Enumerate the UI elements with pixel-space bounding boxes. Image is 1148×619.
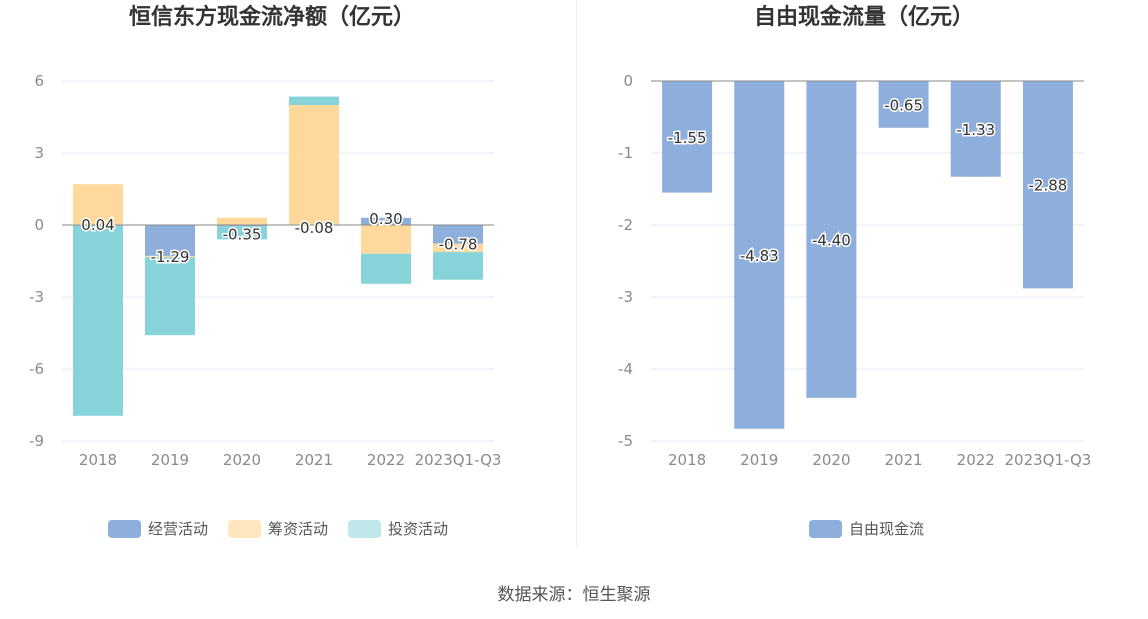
- bar-经营活动-2019: [145, 225, 195, 256]
- bar-筹资活动-2021: [289, 105, 339, 225]
- y-tick-label: 0: [623, 72, 633, 90]
- bar-自由现金流-2020: [806, 81, 857, 398]
- cash-flow-x-axis: 2018 2019 2020 2021 2022 2023Q1-Q3: [79, 451, 502, 469]
- bar-筹资活动-2023Q1-Q3: [433, 243, 483, 253]
- free-cash-flow-gridlines: [651, 152, 1084, 442]
- data-label: -4.83: [740, 247, 779, 265]
- x-tick-label: 2021: [884, 451, 922, 469]
- bar-筹资活动-2018: [73, 184, 123, 225]
- cash-flow-chart: 恒信东方现金流净额（亿元） 6 3 0 -3 -6 -9 0.04 -1.29 -0.35 -0…: [29, 4, 501, 538]
- y-tick-label: -1: [618, 144, 633, 162]
- free-cash-flow-x-axis: 2018 2019 2020 2021 2022 2023Q1-Q3: [668, 451, 1091, 469]
- data-label: -1.55: [668, 129, 707, 147]
- free-cash-flow-legend: 自由现金流: [809, 520, 924, 538]
- bar-自由现金流-2019: [734, 81, 785, 429]
- free-cash-flow-y-axis: 0 -1 -2 -3 -4 -5: [618, 72, 633, 450]
- bar-自由现金流-2021: [878, 81, 929, 128]
- x-tick-label: 2019: [740, 451, 778, 469]
- legend-label: 经营活动: [148, 520, 208, 538]
- free-cash-flow-bars: [662, 81, 1073, 429]
- bar-筹资活动-2022: [361, 225, 411, 254]
- legend-swatch: [228, 520, 261, 538]
- bar-投资活动-2019: [145, 257, 195, 336]
- chart-divider: [576, 0, 577, 548]
- bar-经营活动-2022: [361, 217, 411, 225]
- y-tick-label: -3: [29, 288, 44, 306]
- data-label: -0.35: [223, 225, 262, 243]
- legend-swatch: [348, 520, 381, 538]
- charts-canvas: 恒信东方现金流净额（亿元） 6 3 0 -3 -6 -9 0.04 -1.29 -0.35 -0…: [29, 4, 1091, 538]
- y-tick-label: 3: [34, 144, 44, 162]
- x-tick-label: 2023Q1-Q3: [1004, 451, 1091, 469]
- x-tick-label: 2020: [223, 451, 261, 469]
- cash-flow-y-axis: 6 3 0 -3 -6 -9: [29, 72, 44, 450]
- free-cash-flow-data-labels: -1.55 -4.83 -4.40 -0.65 -1.33 -2.88: [666, 95, 1069, 266]
- y-tick-label: 0: [34, 216, 44, 234]
- legend-label: 投资活动: [388, 520, 448, 538]
- cash-flow-gridlines: [62, 80, 494, 442]
- bar-投资活动-2021: [289, 96, 339, 105]
- data-label: -0.78: [439, 236, 478, 254]
- free-cash-flow-chart: 自由现金流量（亿元） 0 -1 -2 -3 -4 -5 -1.55 -4.83 -4.40 -0…: [618, 4, 1091, 538]
- cash-flow-bars: [73, 96, 483, 416]
- bar-自由现金流-2018: [662, 81, 713, 193]
- x-tick-label: 2022: [367, 451, 405, 469]
- bar-投资活动-2020: [217, 226, 267, 240]
- free-cash-flow-chart-title: 自由现金流量（亿元）: [754, 4, 974, 30]
- bar-经营活动-2020: [217, 225, 267, 227]
- data-label: -0.08: [295, 219, 334, 237]
- data-label: 0.30: [369, 210, 402, 228]
- bar-投资活动-2018: [73, 225, 123, 416]
- bar-筹资活动-2019: [145, 255, 195, 258]
- data-label: -1.29: [151, 248, 190, 266]
- bar-投资活动-2023Q1-Q3: [433, 252, 483, 280]
- cash-flow-chart-title: 恒信东方现金流净额（亿元）: [129, 4, 415, 30]
- data-label: -4.40: [812, 231, 851, 249]
- y-tick-label: -5: [618, 432, 633, 450]
- x-tick-label: 2020: [812, 451, 850, 469]
- x-tick-label: 2023Q1-Q3: [415, 451, 502, 469]
- data-label: -2.88: [1029, 177, 1068, 195]
- y-tick-label: 6: [34, 72, 44, 90]
- bar-自由现金流-2022: [950, 81, 1001, 177]
- legend-swatch: [108, 520, 141, 538]
- cash-flow-legend: 经营活动 筹资活动 投资活动: [108, 520, 448, 538]
- cash-flow-data-labels: 0.04 -1.29 -0.35 -0.08 0.30 -0.78: [80, 208, 479, 267]
- bar-经营活动-2023Q1-Q3: [433, 225, 483, 244]
- data-source: 数据来源：恒生聚源: [497, 585, 651, 605]
- legend-swatch: [809, 520, 842, 538]
- bar-筹资活动-2020: [217, 217, 267, 225]
- bar-自由现金流-2023Q1-Q3: [1022, 81, 1073, 289]
- x-tick-label: 2018: [79, 451, 117, 469]
- x-tick-label: 2019: [151, 451, 189, 469]
- legend-label: 筹资活动: [268, 520, 328, 538]
- y-tick-label: -4: [618, 360, 633, 378]
- data-label: -0.65: [884, 96, 923, 114]
- data-label: 0.04: [81, 216, 114, 234]
- y-tick-label: -6: [29, 360, 44, 378]
- y-tick-label: -9: [29, 432, 44, 450]
- x-tick-label: 2018: [668, 451, 706, 469]
- y-tick-label: -2: [618, 216, 633, 234]
- legend-label: 自由现金流: [849, 520, 924, 538]
- data-label: -1.33: [956, 121, 995, 139]
- y-tick-label: -3: [618, 288, 633, 306]
- x-tick-label: 2022: [957, 451, 995, 469]
- x-tick-label: 2021: [295, 451, 333, 469]
- bar-投资活动-2022: [361, 253, 411, 284]
